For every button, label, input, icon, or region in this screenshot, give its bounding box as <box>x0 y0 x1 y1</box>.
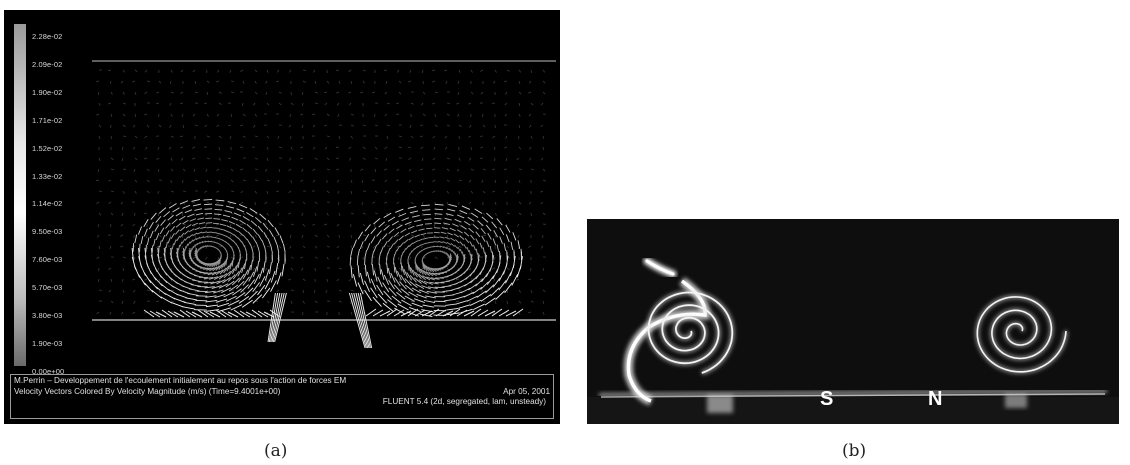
vector-field-canvas <box>14 24 556 366</box>
colorbar-label: 2.09e-02 <box>32 59 63 69</box>
north-pole-label: N <box>928 388 943 410</box>
footer-date: Apr 05, 2001 <box>503 386 550 396</box>
colorbar-label: 2.28e-02 <box>32 32 63 41</box>
footer-line-1: M.Perrin – Developpement de l'ecoulement… <box>14 376 347 385</box>
colorbar-label: 1.33e-02 <box>32 171 63 181</box>
colorbar-label: 1.14e-02 <box>32 199 63 209</box>
vortex-vectors <box>131 198 524 349</box>
footer-line-3: FLUENT 5.4 (2d, segregated, lam, unstead… <box>382 397 546 406</box>
colorbar-label: 9.50e-03 <box>32 227 63 237</box>
background-vectors <box>95 69 547 316</box>
colorbar-label: 3.80e-03 <box>32 311 63 320</box>
caption-b: (b) <box>842 441 867 461</box>
colorbar-label: 7.60e-03 <box>32 255 63 265</box>
colorbar-label: 1.71e-02 <box>32 115 63 125</box>
experiment-photo: S N <box>587 219 1119 424</box>
colorbar-label: 5.70e-03 <box>32 283 63 293</box>
velocity-vector-plot: 2.28e-02 2.09e-02 1.90e-02 1.71e-02 1.52e-02… <box>4 10 560 424</box>
colorbar-label: 1.90e-03 <box>32 338 63 348</box>
south-pole-label: S <box>820 388 834 410</box>
colorbar <box>14 24 26 366</box>
colorbar-label: 1.52e-02 <box>32 143 63 153</box>
colorbar-label: 1.90e-02 <box>32 87 63 97</box>
footer-line-2-left: Velocity Vectors Colored By Velocity Mag… <box>14 386 281 396</box>
caption-a: (a) <box>264 441 288 461</box>
photo-canvas <box>587 219 1119 424</box>
plot-info-box: M.Perrin – Developpement de l'ecoulement… <box>10 374 554 419</box>
colorbar-label: 0.00e+00 <box>32 366 65 376</box>
vortex-spirals <box>646 290 1068 375</box>
